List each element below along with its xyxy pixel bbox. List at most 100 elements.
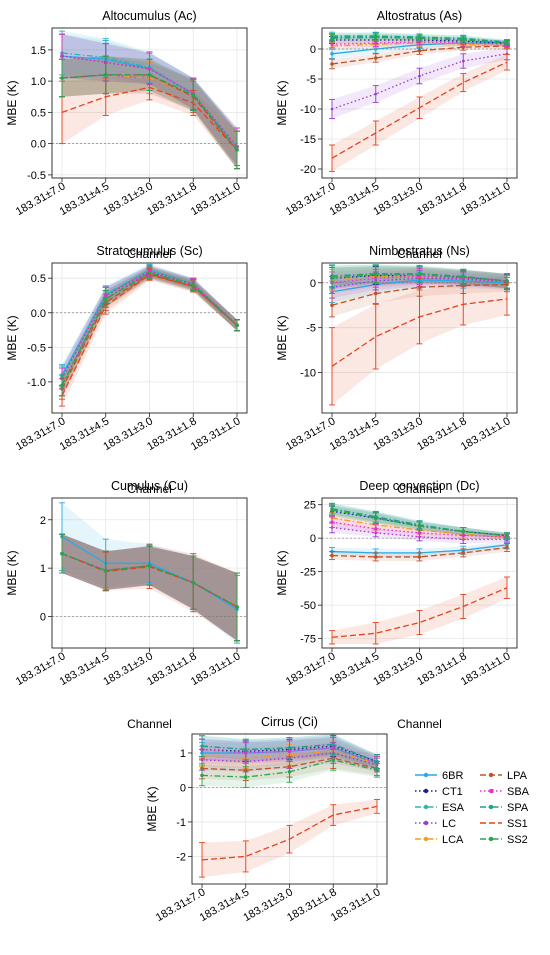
y-tick-label: 0 — [180, 782, 186, 794]
x-axis-label: Channel — [127, 717, 172, 731]
data-point — [60, 76, 64, 80]
y-tick-label: -10 — [300, 104, 316, 116]
y-axis-label: MBE (K) — [275, 80, 289, 125]
y-tick-label: 0.5 — [31, 107, 46, 119]
data-point — [417, 36, 422, 40]
y-tick-label: 2 — [40, 515, 46, 527]
y-tick-label: -5 — [306, 323, 316, 335]
legend-label: LPA — [507, 770, 528, 782]
data-point — [374, 92, 378, 96]
legend-label: SS1 — [507, 818, 528, 830]
data-point — [330, 553, 334, 558]
legend-label: ESA — [442, 802, 465, 814]
data-point — [330, 42, 334, 46]
y-tick-label: -50 — [300, 600, 316, 612]
series-line-ss2 — [61, 271, 238, 386]
legend-item-sba: SBA — [480, 786, 530, 798]
legend-item-lpa: LPA — [480, 770, 528, 782]
legend-item-ss1: SS1 — [480, 818, 528, 830]
series-line-lpa — [201, 757, 378, 771]
data-point — [331, 758, 336, 762]
data-point — [331, 743, 335, 746]
data-point — [417, 285, 422, 290]
data-point — [330, 508, 334, 512]
y-tick-label: 1.0 — [31, 76, 46, 88]
y-tick-label: -0.5 — [27, 342, 46, 354]
data-point — [374, 41, 378, 45]
data-point — [103, 568, 108, 573]
chart-title: Nimbostratus (Ns) — [369, 244, 470, 258]
data-point — [330, 274, 334, 279]
data-point — [60, 54, 64, 58]
data-point — [200, 773, 204, 778]
legend-item-ss2: SS2 — [480, 834, 528, 846]
chart-panel: -1.0-0.50.00.5183.31±7.0183.31±4.5183.31… — [5, 244, 248, 496]
legend-label: CT1 — [442, 786, 463, 798]
chart-title: Altostratus (As) — [377, 9, 462, 23]
data-point — [235, 605, 239, 609]
data-point — [461, 529, 466, 534]
y-tick-label: 0 — [310, 44, 316, 56]
legend-item-lca: LCA — [415, 834, 464, 846]
y-tick-label: -2 — [176, 851, 186, 863]
series-line-ct1 — [332, 39, 508, 44]
data-point — [191, 93, 196, 97]
legend-label: LC — [442, 818, 456, 830]
data-point — [505, 533, 509, 538]
series-line-lpa — [331, 45, 508, 65]
x-tick-label: 183.31±1.0 — [189, 650, 243, 688]
x-tick-label: 183.31±1.0 — [459, 415, 513, 453]
y-tick-label: 0.0 — [31, 308, 46, 320]
data-point — [373, 555, 378, 559]
data-point — [103, 73, 108, 77]
chart-title: Cirrus (Ci) — [261, 715, 318, 729]
y-axis-label: MBE (K) — [275, 550, 289, 595]
y-axis-label: MBE (K) — [5, 315, 19, 360]
series-line-sba — [331, 41, 508, 45]
legend-label: SS2 — [507, 834, 528, 846]
y-tick-label: -20 — [300, 164, 316, 176]
series-line-sba — [61, 270, 238, 379]
data-point — [375, 760, 379, 763]
data-point — [373, 271, 378, 276]
y-tick-label: 25 — [304, 500, 316, 512]
legend-label: SPA — [507, 802, 529, 814]
x-tick-label: 183.31±1.0 — [189, 180, 243, 218]
legend-label: LCA — [442, 834, 464, 846]
y-tick-label: 0.0 — [31, 139, 46, 151]
y-tick-label: -10 — [300, 368, 316, 380]
legend-item-spa: SPA — [480, 802, 529, 814]
legend-marker — [489, 789, 494, 793]
y-axis-label: MBE (K) — [145, 786, 159, 831]
data-point — [418, 40, 421, 44]
data-point — [147, 563, 152, 568]
legend-marker — [488, 804, 494, 810]
series-line-lpa — [331, 546, 508, 558]
y-axis-label: MBE (K) — [5, 80, 19, 125]
data-point — [235, 323, 239, 328]
data-point — [147, 270, 152, 275]
data-point — [330, 52, 334, 56]
y-tick-label: -5 — [306, 74, 316, 86]
chart-panel: -2-101183.31±7.0183.31±4.5183.31±3.0183.… — [145, 715, 388, 955]
data-point — [505, 279, 509, 283]
y-tick-label: -1 — [176, 817, 186, 829]
y-tick-label: -25 — [300, 567, 316, 579]
chart-panel: -20-15-10-50183.31±7.0183.31±4.5183.31±3… — [275, 9, 518, 261]
legend-item-6br: 6BR — [415, 770, 463, 782]
legend-item-ct1: CT1 — [415, 786, 463, 798]
data-point — [191, 283, 196, 287]
chart-title: Stratocumulus (Sc) — [96, 244, 202, 258]
chart-title: Deep convection (Dc) — [359, 479, 479, 493]
x-axis-label: Channel — [397, 717, 442, 731]
data-point — [417, 49, 422, 53]
data-point — [147, 73, 152, 77]
chart-panel: -75-50-25025183.31±7.0183.31±4.5183.31±3… — [275, 479, 518, 731]
data-point — [330, 520, 334, 524]
chart-panel: -10-50183.31±7.0183.31±4.5183.31±3.0183.… — [275, 244, 518, 496]
legend-item-lc: LC — [415, 818, 456, 830]
data-point — [373, 516, 378, 520]
y-tick-label: 0 — [310, 533, 316, 545]
